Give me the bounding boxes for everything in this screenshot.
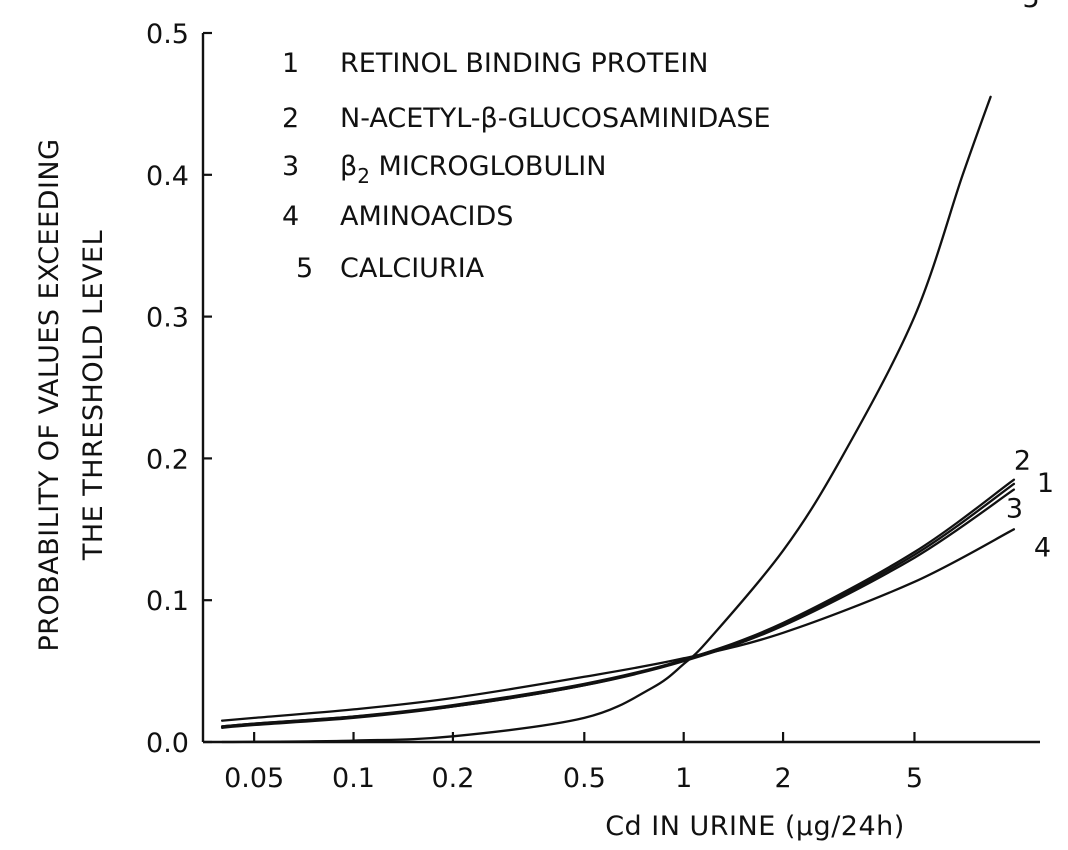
x-tick-label: 0.5 xyxy=(563,763,606,794)
y-axis-title-line1: PROBABILITY OF VALUES EXCEEDING xyxy=(34,138,65,651)
legend-number: 5 xyxy=(296,253,313,284)
y-tick-label: 0.0 xyxy=(146,728,189,759)
legend-label: N-ACETYL-β-GLUCOSAMINIDASE xyxy=(340,103,771,134)
x-tick-label: 2 xyxy=(774,763,791,794)
y-tick-label: 0.5 xyxy=(146,19,189,50)
series-line-1 xyxy=(220,482,1016,728)
legend-label: AMINOACIDS xyxy=(340,201,513,232)
x-tick-label: 5 xyxy=(906,763,923,794)
legend-number: 4 xyxy=(282,201,299,232)
legend-number: 3 xyxy=(282,151,299,182)
series-end-label-5: 5 xyxy=(1023,0,1040,14)
series-end-label-2: 2 xyxy=(1014,446,1031,477)
legend-label-rest: MICROGLOBULIN xyxy=(370,151,606,182)
series-end-label-4: 4 xyxy=(1034,532,1051,563)
legend-label-subscript: 2 xyxy=(357,164,370,188)
legend-item-5: 5 CALCIURIA xyxy=(296,253,485,284)
legend-item-1: 1 RETINOL BINDING PROTEIN xyxy=(282,48,709,79)
legend: 1 RETINOL BINDING PROTEIN 2 N-ACETYL-β-G… xyxy=(282,48,771,284)
series-line-3 xyxy=(220,488,1016,728)
legend-item-4: 4 AMINOACIDS xyxy=(282,201,513,232)
x-tick-label: 0.1 xyxy=(332,763,375,794)
legend-item-2: 2 N-ACETYL-β-GLUCOSAMINIDASE xyxy=(282,103,771,134)
x-axis-title: Cd IN URINE (μg/24h) xyxy=(605,811,905,842)
legend-number: 1 xyxy=(282,48,299,79)
y-axis-title: PROBABILITY OF VALUES EXCEEDING THE THRE… xyxy=(34,138,109,651)
legend-number: 2 xyxy=(282,103,299,134)
legend-item-3: 3 β2 MICROGLOBULIN xyxy=(282,151,606,188)
y-axis-title-line2: THE THRESHOLD LEVEL xyxy=(78,230,109,561)
series-line-4 xyxy=(220,528,1016,722)
legend-label: CALCIURIA xyxy=(340,253,485,284)
series-line-2 xyxy=(220,478,1016,729)
legend-label: RETINOL BINDING PROTEIN xyxy=(340,48,709,79)
x-tick-label: 0.2 xyxy=(431,763,474,794)
y-tick-label: 0.1 xyxy=(146,586,189,617)
x-tick-label: 0.05 xyxy=(224,763,284,794)
y-tick-label: 0.3 xyxy=(146,303,189,334)
series-end-label-3: 3 xyxy=(1006,494,1023,525)
y-tick-label: 0.2 xyxy=(146,444,189,475)
series-line-5 xyxy=(220,95,992,744)
series-end-label-1: 1 xyxy=(1037,468,1054,499)
legend-label-beta: β xyxy=(340,151,357,182)
y-tick-label: 0.4 xyxy=(146,161,189,192)
x-tick-label: 1 xyxy=(675,763,692,794)
legend-label: β2 MICROGLOBULIN xyxy=(340,151,606,188)
